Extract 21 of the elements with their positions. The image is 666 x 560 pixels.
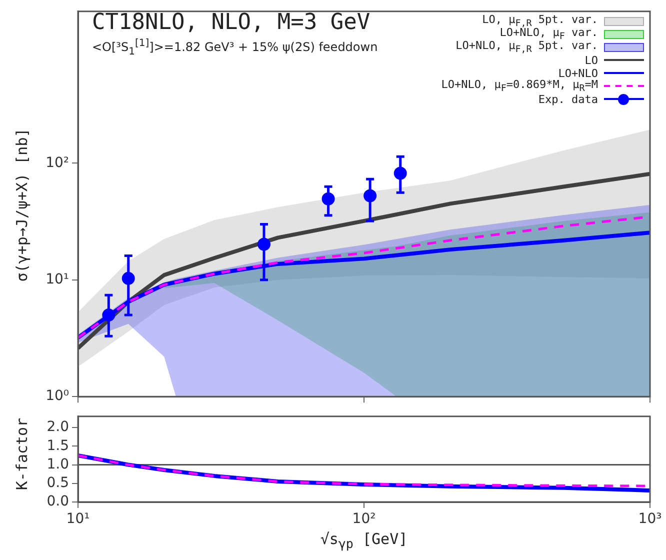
y-tick-label: 1.5: [46, 438, 69, 454]
legend-label: LO: [584, 54, 598, 67]
y-tick-label: 0.5: [46, 475, 69, 492]
y-tick-label: 10¹: [46, 272, 69, 288]
x-axis-title: √s$_{γp}$ [GeV]: [320, 530, 408, 551]
y-tick-label: 0.0: [46, 494, 69, 510]
y-axis-title: K-factor: [13, 417, 31, 490]
legend-label: Exp. data: [538, 93, 598, 106]
y-tick-label: 10⁰: [46, 388, 70, 404]
x-tick-label: 10³: [638, 511, 662, 528]
text: <O[³S$_{1}$$^{[1]}$]>=1.82 GeV³ + 15% ψ(2S) feeddown: [92, 38, 378, 58]
legend-label: LO+NLO: [558, 67, 598, 80]
y-tick-label: 2.0: [46, 419, 69, 436]
chart-title: CT18NLO, NLO, M=3 GeV: [92, 10, 370, 35]
x-tick-label: 10²: [352, 511, 376, 528]
legend-label: LO+NLO, μ$_{F,R}$ 5pt. var.: [456, 39, 598, 56]
y-tick-label: 1.0: [46, 456, 69, 472]
legend-label: LO+NLO, μ$_{F}$=0.869*M, μ$_{R}$=M: [441, 78, 598, 95]
y-axis-title: σ(γ+p→J/ψ+X) [nb]: [13, 128, 31, 282]
x-tick-label: 10¹: [66, 511, 90, 528]
y-tick-label: 10²: [46, 154, 69, 171]
